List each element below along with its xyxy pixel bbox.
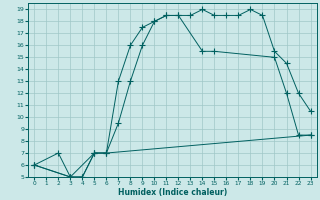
X-axis label: Humidex (Indice chaleur): Humidex (Indice chaleur) <box>118 188 227 197</box>
